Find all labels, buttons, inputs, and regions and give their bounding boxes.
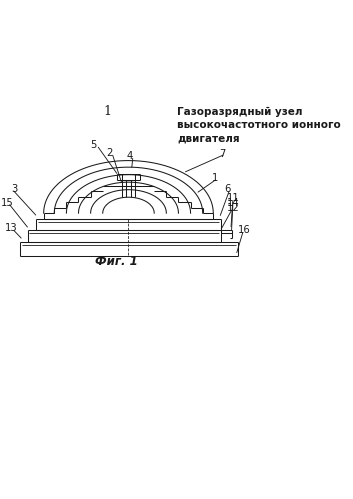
Text: 11: 11 <box>227 193 240 203</box>
Text: 12: 12 <box>227 203 240 213</box>
Text: 14: 14 <box>227 198 240 208</box>
Text: Газоразрядный узел
высокочастотного ионного
двигателя: Газоразрядный узел высокочастотного ионн… <box>177 107 341 144</box>
Text: 5: 5 <box>91 140 97 150</box>
Text: 1: 1 <box>103 105 111 118</box>
Text: Фиг. 1: Фиг. 1 <box>95 255 138 268</box>
Text: 16: 16 <box>238 225 250 235</box>
Text: 13: 13 <box>5 223 18 234</box>
Text: 1: 1 <box>212 173 218 183</box>
Text: 3: 3 <box>12 184 18 194</box>
Text: 6: 6 <box>224 184 230 194</box>
Text: 4: 4 <box>127 151 133 161</box>
Text: 2: 2 <box>106 148 112 158</box>
Text: 15: 15 <box>1 198 14 208</box>
Text: 7: 7 <box>219 149 226 159</box>
